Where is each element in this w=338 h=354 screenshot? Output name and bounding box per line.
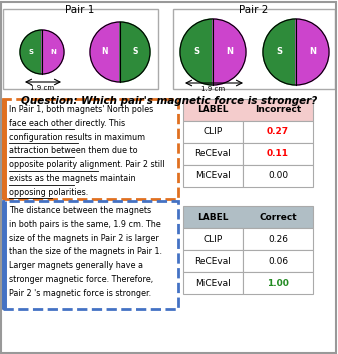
FancyBboxPatch shape bbox=[243, 272, 313, 294]
Text: size of the magnets in Pair 2 is larger: size of the magnets in Pair 2 is larger bbox=[9, 234, 159, 242]
FancyBboxPatch shape bbox=[183, 206, 313, 228]
Text: 0.11: 0.11 bbox=[267, 149, 289, 159]
Text: 0.26: 0.26 bbox=[268, 234, 288, 244]
Text: S: S bbox=[276, 47, 283, 57]
Text: Incorrect: Incorrect bbox=[255, 105, 301, 114]
FancyBboxPatch shape bbox=[183, 121, 243, 143]
Text: Pair 2 's magnetic force is stronger.: Pair 2 's magnetic force is stronger. bbox=[9, 289, 151, 298]
Text: N: N bbox=[309, 47, 316, 57]
Text: MiCEval: MiCEval bbox=[195, 279, 231, 287]
Text: Question: Which pair's magnetic force is stronger?: Question: Which pair's magnetic force is… bbox=[21, 96, 317, 106]
Text: 1.9 cm: 1.9 cm bbox=[30, 85, 54, 91]
FancyBboxPatch shape bbox=[173, 9, 335, 89]
Text: MiCEval: MiCEval bbox=[195, 171, 231, 181]
Text: 0.06: 0.06 bbox=[268, 257, 288, 266]
Polygon shape bbox=[120, 22, 150, 82]
FancyBboxPatch shape bbox=[243, 228, 313, 250]
Text: S: S bbox=[28, 49, 33, 55]
FancyBboxPatch shape bbox=[3, 99, 178, 199]
Text: N: N bbox=[50, 49, 56, 55]
Text: The distance between the magnets: The distance between the magnets bbox=[9, 206, 151, 215]
Text: 1.9 cm: 1.9 cm bbox=[201, 86, 225, 92]
FancyBboxPatch shape bbox=[243, 250, 313, 272]
Text: ReCEval: ReCEval bbox=[195, 149, 232, 159]
Text: opposing polarities.: opposing polarities. bbox=[9, 188, 88, 197]
FancyBboxPatch shape bbox=[3, 9, 158, 89]
Text: Pair 2: Pair 2 bbox=[239, 5, 269, 15]
Text: In Pair 1, both magnets' North poles: In Pair 1, both magnets' North poles bbox=[9, 105, 153, 114]
FancyBboxPatch shape bbox=[243, 165, 313, 187]
Text: 0.27: 0.27 bbox=[267, 127, 289, 137]
Text: attraction between them due to: attraction between them due to bbox=[9, 147, 138, 155]
Text: stronger magnetic force. Therefore,: stronger magnetic force. Therefore, bbox=[9, 275, 153, 284]
Text: LABEL: LABEL bbox=[197, 105, 229, 114]
Polygon shape bbox=[180, 19, 213, 85]
Text: face each other directly. This: face each other directly. This bbox=[9, 119, 125, 128]
Text: ReCEval: ReCEval bbox=[195, 257, 232, 266]
Text: Correct: Correct bbox=[259, 212, 297, 222]
Text: exists as the magnets maintain: exists as the magnets maintain bbox=[9, 174, 136, 183]
FancyBboxPatch shape bbox=[243, 121, 313, 143]
Polygon shape bbox=[20, 30, 42, 74]
Text: LABEL: LABEL bbox=[197, 212, 229, 222]
FancyBboxPatch shape bbox=[183, 272, 243, 294]
Text: 0.00: 0.00 bbox=[268, 171, 288, 181]
Text: CLIP: CLIP bbox=[203, 127, 223, 137]
Text: N: N bbox=[226, 47, 233, 57]
FancyBboxPatch shape bbox=[183, 99, 313, 121]
Text: S: S bbox=[132, 47, 138, 57]
FancyBboxPatch shape bbox=[183, 228, 243, 250]
Text: CLIP: CLIP bbox=[203, 234, 223, 244]
Text: Larger magnets generally have a: Larger magnets generally have a bbox=[9, 261, 143, 270]
FancyBboxPatch shape bbox=[183, 250, 243, 272]
Polygon shape bbox=[263, 19, 296, 85]
Text: configuration results in maximum: configuration results in maximum bbox=[9, 133, 145, 142]
Text: N: N bbox=[102, 47, 108, 57]
FancyBboxPatch shape bbox=[3, 201, 178, 309]
Text: 1.00: 1.00 bbox=[267, 279, 289, 287]
Text: S: S bbox=[193, 47, 199, 57]
Text: in both pairs is the same, 1.9 cm. The: in both pairs is the same, 1.9 cm. The bbox=[9, 220, 161, 229]
Text: Pair 1: Pair 1 bbox=[65, 5, 95, 15]
Polygon shape bbox=[296, 19, 329, 85]
Polygon shape bbox=[213, 19, 246, 85]
Text: than the size of the magnets in Pair 1.: than the size of the magnets in Pair 1. bbox=[9, 247, 162, 256]
Polygon shape bbox=[90, 22, 120, 82]
FancyBboxPatch shape bbox=[183, 143, 243, 165]
Text: opposite polarity alignment. Pair 2 still: opposite polarity alignment. Pair 2 stil… bbox=[9, 160, 165, 169]
FancyBboxPatch shape bbox=[243, 143, 313, 165]
FancyBboxPatch shape bbox=[183, 165, 243, 187]
Polygon shape bbox=[42, 30, 64, 74]
